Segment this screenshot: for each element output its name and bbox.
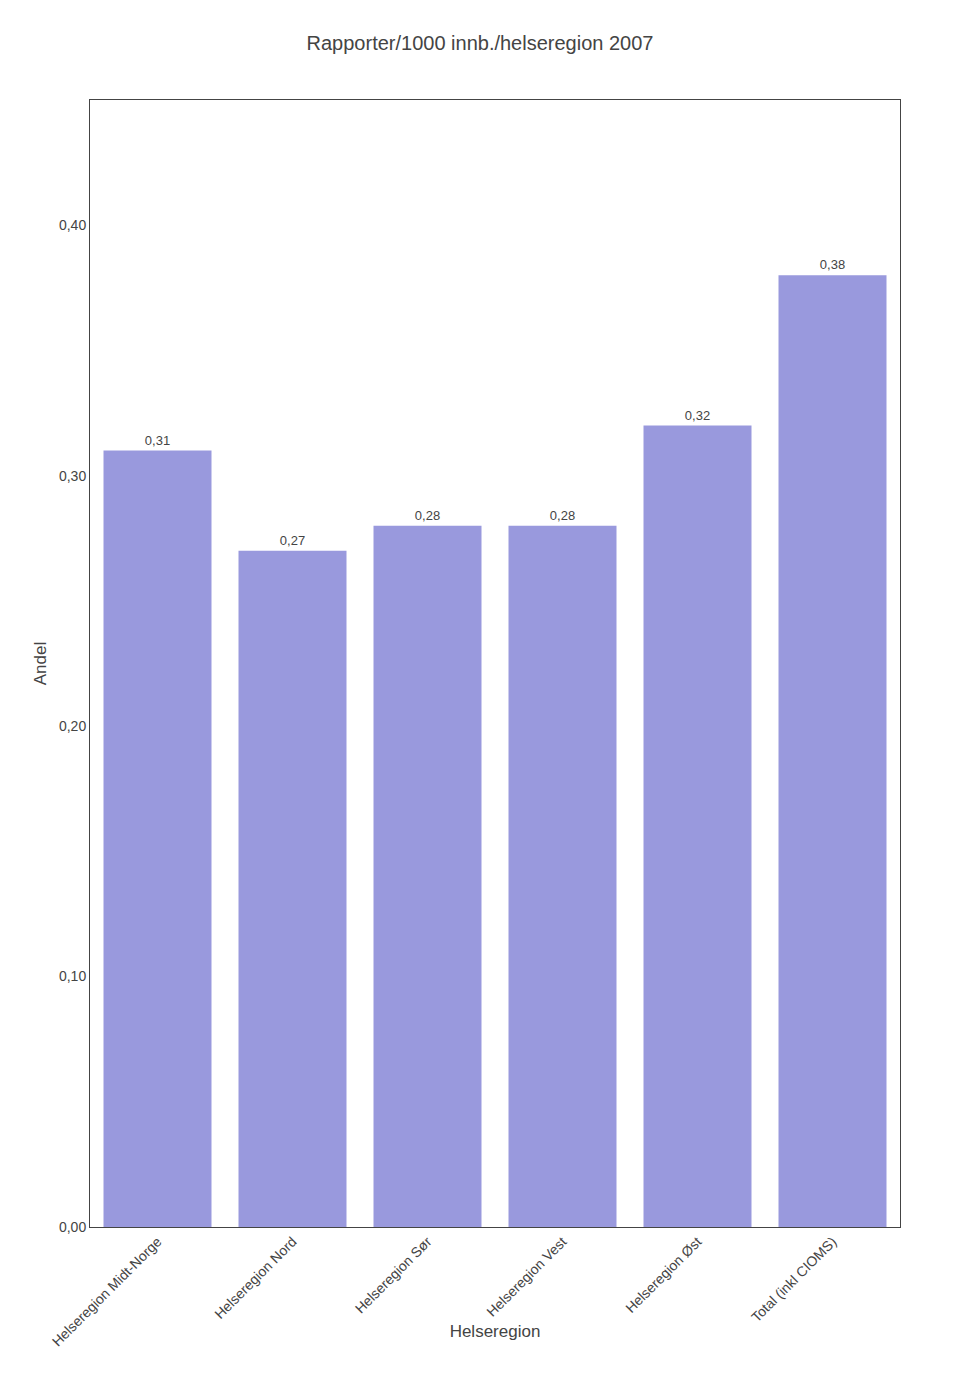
svg-text:Helseregion Sør: Helseregion Sør: [352, 1233, 435, 1316]
svg-text:0,00: 0,00: [59, 1219, 86, 1235]
svg-text:Helseregion Midt-Norge: Helseregion Midt-Norge: [49, 1233, 165, 1349]
svg-text:Andel: Andel: [31, 642, 50, 685]
svg-text:Helseregion Øst: Helseregion Øst: [622, 1233, 704, 1315]
svg-text:Total (inkl CIOMS): Total (inkl CIOMS): [748, 1234, 840, 1326]
svg-text:Helseregion Nord: Helseregion Nord: [211, 1234, 299, 1322]
svg-text:0,28: 0,28: [550, 508, 575, 523]
svg-text:0,20: 0,20: [59, 718, 86, 734]
svg-text:Helseregion: Helseregion: [450, 1322, 541, 1341]
svg-text:Rapporter/1000 innb./helseregi: Rapporter/1000 innb./helseregion 2007: [307, 32, 654, 54]
svg-text:0,31: 0,31: [145, 433, 170, 448]
svg-text:0,40: 0,40: [59, 217, 86, 233]
svg-text:Helseregion Vest: Helseregion Vest: [483, 1233, 569, 1319]
svg-text:0,27: 0,27: [280, 533, 305, 548]
svg-text:0,10: 0,10: [59, 968, 86, 984]
svg-text:0,38: 0,38: [820, 257, 845, 272]
svg-text:0,32: 0,32: [685, 408, 710, 423]
svg-text:0,30: 0,30: [59, 468, 86, 484]
svg-text:0,28: 0,28: [415, 508, 440, 523]
